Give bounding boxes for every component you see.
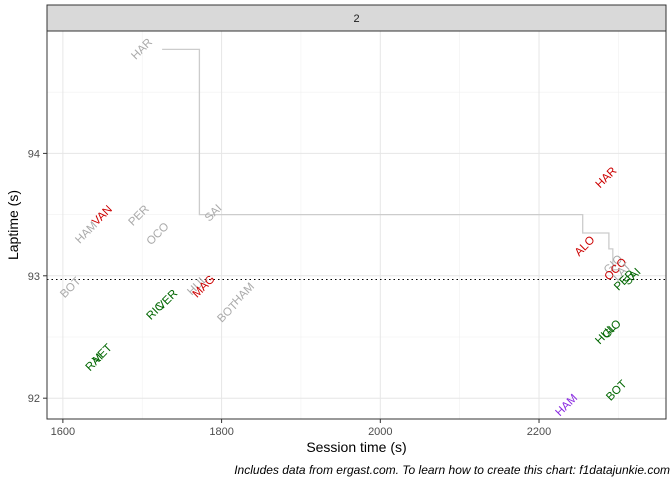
x-tick-label: 1600 [51,426,75,438]
chart-caption: Includes data from ergast.com. To learn … [234,463,670,477]
plot-panel [47,31,666,419]
y-tick-label: 93 [28,271,40,283]
y-tick-label: 92 [28,393,40,405]
x-tick-label: 2200 [527,426,551,438]
x-axis-title: Session time (s) [306,439,406,455]
facet-strip [46,4,667,32]
y-tick-label: 94 [28,148,40,160]
facet-label: 2 [353,13,359,25]
y-axis-title: Laptime (s) [5,190,21,260]
x-tick-label: 1800 [209,426,233,438]
step-line [162,48,619,271]
x-tick-label: 2000 [368,426,392,438]
